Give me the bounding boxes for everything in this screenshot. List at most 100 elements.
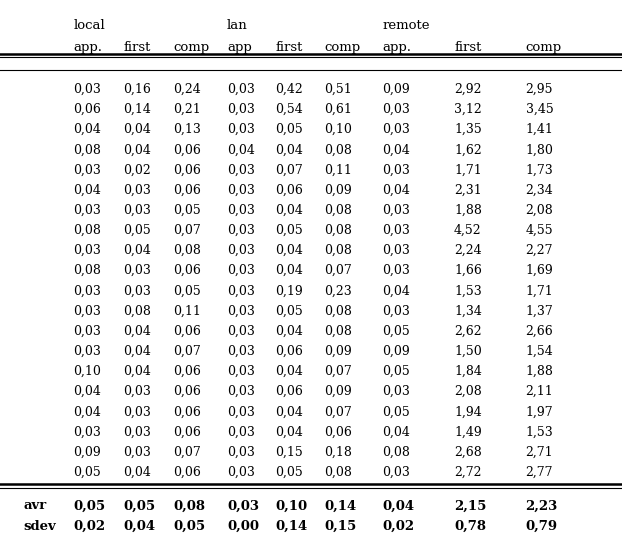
Text: 2,34: 2,34 (526, 184, 554, 196)
Text: 0,06: 0,06 (173, 143, 201, 156)
Text: 0,14: 0,14 (324, 499, 356, 513)
Text: 0,04: 0,04 (73, 123, 101, 136)
Text: 2,71: 2,71 (526, 446, 553, 458)
Text: 0,03: 0,03 (227, 103, 255, 116)
Text: 0,03: 0,03 (227, 285, 255, 297)
Text: 0,03: 0,03 (73, 304, 101, 318)
Text: 0,06: 0,06 (276, 385, 304, 398)
Text: 0,06: 0,06 (173, 264, 201, 277)
Text: 0,04: 0,04 (383, 184, 411, 196)
Text: 0,02: 0,02 (123, 163, 151, 177)
Text: 2,23: 2,23 (526, 499, 558, 513)
Text: 0,06: 0,06 (276, 184, 304, 196)
Text: 1,49: 1,49 (454, 425, 482, 439)
Text: 0,03: 0,03 (73, 345, 101, 358)
Text: 0,04: 0,04 (276, 365, 304, 378)
Text: 0,08: 0,08 (324, 325, 352, 338)
Text: 0,09: 0,09 (324, 385, 352, 398)
Text: 3,45: 3,45 (526, 103, 554, 116)
Text: avr: avr (24, 499, 47, 513)
Text: 0,03: 0,03 (227, 406, 255, 418)
Text: 0,03: 0,03 (123, 406, 151, 418)
Text: 0,16: 0,16 (123, 83, 151, 96)
Text: 0,05: 0,05 (383, 325, 411, 338)
Text: 2,72: 2,72 (454, 466, 481, 479)
Text: 0,09: 0,09 (73, 446, 101, 458)
Text: 0,08: 0,08 (324, 244, 352, 257)
Text: 0,05: 0,05 (173, 204, 201, 217)
Text: 2,62: 2,62 (454, 325, 481, 338)
Text: lan: lan (227, 19, 248, 32)
Text: 0,19: 0,19 (276, 285, 304, 297)
Text: 0,03: 0,03 (227, 365, 255, 378)
Text: 0,03: 0,03 (383, 264, 411, 277)
Text: 0,09: 0,09 (324, 345, 352, 358)
Text: 0,05: 0,05 (73, 466, 101, 479)
Text: 0,03: 0,03 (123, 184, 151, 196)
Text: 0,04: 0,04 (276, 325, 304, 338)
Text: 0,08: 0,08 (324, 304, 352, 318)
Text: 0,06: 0,06 (173, 184, 201, 196)
Text: 0,08: 0,08 (73, 224, 101, 237)
Text: 0,03: 0,03 (227, 425, 255, 439)
Text: 0,03: 0,03 (227, 385, 255, 398)
Text: 0,04: 0,04 (276, 264, 304, 277)
Text: 0,04: 0,04 (123, 143, 151, 156)
Text: 0,06: 0,06 (173, 425, 201, 439)
Text: 0,03: 0,03 (383, 103, 411, 116)
Text: 0,04: 0,04 (276, 406, 304, 418)
Text: 0,03: 0,03 (383, 304, 411, 318)
Text: 0,03: 0,03 (73, 285, 101, 297)
Text: 0,03: 0,03 (383, 123, 411, 136)
Text: 0,79: 0,79 (526, 519, 558, 532)
Text: 0,03: 0,03 (227, 325, 255, 338)
Text: 0,08: 0,08 (123, 304, 151, 318)
Text: 1,88: 1,88 (454, 204, 482, 217)
Text: 0,07: 0,07 (324, 406, 352, 418)
Text: 0,08: 0,08 (73, 143, 101, 156)
Text: 2,15: 2,15 (454, 499, 486, 513)
Text: 0,07: 0,07 (324, 365, 352, 378)
Text: 1,94: 1,94 (454, 406, 482, 418)
Text: 2,77: 2,77 (526, 466, 553, 479)
Text: 0,07: 0,07 (173, 224, 201, 237)
Text: 0,05: 0,05 (383, 365, 411, 378)
Text: 0,03: 0,03 (73, 244, 101, 257)
Text: 0,03: 0,03 (227, 304, 255, 318)
Text: 1,34: 1,34 (454, 304, 482, 318)
Text: 0,06: 0,06 (173, 325, 201, 338)
Text: 0,06: 0,06 (276, 345, 304, 358)
Text: 0,05: 0,05 (383, 406, 411, 418)
Text: 0,03: 0,03 (383, 244, 411, 257)
Text: 0,03: 0,03 (227, 264, 255, 277)
Text: 0,15: 0,15 (324, 519, 356, 532)
Text: 0,08: 0,08 (383, 446, 411, 458)
Text: 0,14: 0,14 (123, 103, 151, 116)
Text: 2,95: 2,95 (526, 83, 553, 96)
Text: 1,35: 1,35 (454, 123, 482, 136)
Text: 0,03: 0,03 (123, 385, 151, 398)
Text: 0,09: 0,09 (383, 83, 411, 96)
Text: 0,04: 0,04 (276, 204, 304, 217)
Text: 1,84: 1,84 (454, 365, 482, 378)
Text: 0,04: 0,04 (383, 285, 411, 297)
Text: 0,05: 0,05 (123, 499, 156, 513)
Text: 0,03: 0,03 (383, 163, 411, 177)
Text: 1,73: 1,73 (526, 163, 554, 177)
Text: 0,03: 0,03 (227, 446, 255, 458)
Text: 0,05: 0,05 (173, 285, 201, 297)
Text: 0,05: 0,05 (276, 466, 304, 479)
Text: 0,04: 0,04 (73, 184, 101, 196)
Text: 0,61: 0,61 (324, 103, 352, 116)
Text: 0,03: 0,03 (123, 425, 151, 439)
Text: 0,04: 0,04 (123, 244, 151, 257)
Text: 0,21: 0,21 (173, 103, 201, 116)
Text: 0,78: 0,78 (454, 519, 486, 532)
Text: 0,03: 0,03 (123, 446, 151, 458)
Text: 0,05: 0,05 (276, 123, 304, 136)
Text: 0,04: 0,04 (383, 425, 411, 439)
Text: 0,10: 0,10 (276, 499, 308, 513)
Text: 0,03: 0,03 (227, 466, 255, 479)
Text: 0,04: 0,04 (123, 345, 151, 358)
Text: 0,13: 0,13 (173, 123, 201, 136)
